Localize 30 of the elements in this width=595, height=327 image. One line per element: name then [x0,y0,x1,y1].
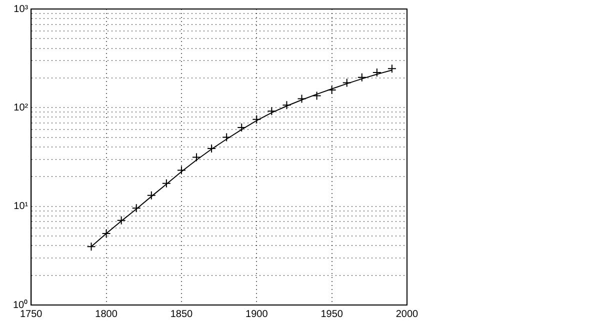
x-tick-label: 1800 [95,308,118,320]
point [207,144,216,153]
point [237,122,246,132]
x-tick-label: 1850 [170,308,194,320]
y-tick-label: 10² [14,102,29,114]
point [162,178,171,188]
point [357,72,366,82]
x-tick-label: 1950 [320,308,344,320]
point [192,152,202,162]
point [252,114,262,124]
point [297,94,306,104]
point [102,229,111,238]
point [372,68,382,78]
point [327,86,336,95]
x-tick-label: 1750 [20,308,43,320]
point [132,204,141,213]
point [312,91,322,100]
point [342,78,352,88]
point [222,132,232,142]
point [146,190,156,200]
x-tick-label: 2000 [396,308,419,320]
point [267,106,276,116]
point [282,100,292,110]
y-tick-label: 10⁰ [13,298,28,311]
y-tick-label: 10³ [14,4,29,15]
point [176,166,186,175]
point [86,242,96,252]
point [116,216,126,225]
y-tick-label: 10¹ [14,201,29,212]
x-tick-label: 1900 [246,308,268,320]
